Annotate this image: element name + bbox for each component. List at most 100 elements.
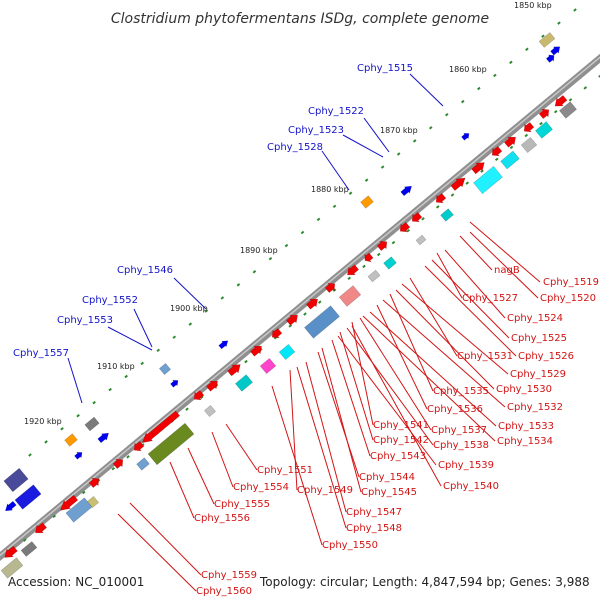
- gene-arrow[interactable]: [550, 44, 563, 57]
- feature-block[interactable]: [14, 484, 42, 510]
- gene-label[interactable]: Cphy_1538: [433, 440, 489, 451]
- gene-label[interactable]: Cphy_1559: [201, 570, 257, 581]
- gene-label[interactable]: Cphy_1532: [507, 402, 563, 413]
- gene-arrow[interactable]: [470, 159, 487, 176]
- gene-label[interactable]: Cphy_1553: [57, 315, 113, 326]
- gene-arrow[interactable]: [344, 263, 360, 278]
- gene-arrow[interactable]: [433, 192, 447, 206]
- gene-arrow[interactable]: [88, 475, 102, 489]
- gene-label[interactable]: Cphy_1531: [457, 351, 513, 362]
- gene-label[interactable]: Cphy_1544: [359, 472, 415, 483]
- gene-label[interactable]: Cphy_1543: [370, 451, 426, 462]
- gene-arrow[interactable]: [226, 361, 243, 378]
- gene-arrow[interactable]: [545, 52, 556, 63]
- gene-arrow[interactable]: [249, 342, 265, 357]
- gene-arrow[interactable]: [269, 327, 283, 341]
- gene-label[interactable]: Cphy_1535: [433, 386, 489, 397]
- gene-arrow[interactable]: [97, 430, 111, 444]
- gene-arrow[interactable]: [191, 389, 205, 403]
- gene-arrow[interactable]: [285, 311, 301, 326]
- gene-label[interactable]: Cphy_1545: [361, 487, 417, 498]
- gene-arrow[interactable]: [538, 106, 552, 120]
- gene-arrow[interactable]: [400, 183, 414, 197]
- gene-arrow[interactable]: [131, 440, 145, 454]
- feature-block[interactable]: [3, 467, 29, 493]
- gene-arrow[interactable]: [3, 500, 17, 514]
- gene-arrow[interactable]: [362, 252, 375, 265]
- gene-arrow[interactable]: [461, 131, 472, 141]
- feature-block[interactable]: [367, 269, 381, 283]
- feature-block[interactable]: [360, 195, 374, 209]
- gene-label[interactable]: Cphy_1555: [214, 499, 270, 510]
- feature-block[interactable]: [278, 343, 296, 361]
- gene-label[interactable]: Cphy_1537: [431, 425, 487, 436]
- gene-arrow[interactable]: [74, 450, 85, 460]
- gene-label[interactable]: Cphy_1515: [357, 63, 413, 74]
- feature-block[interactable]: [538, 32, 556, 48]
- gene-label[interactable]: Cphy_1522: [308, 106, 364, 117]
- gene-arrow[interactable]: [170, 378, 181, 388]
- feature-block[interactable]: [383, 256, 397, 270]
- feature-block[interactable]: [500, 150, 520, 170]
- feature-block[interactable]: [235, 374, 253, 392]
- gene-arrow[interactable]: [324, 280, 338, 294]
- feature-block[interactable]: [304, 305, 340, 339]
- gene-arrow[interactable]: [409, 211, 423, 225]
- gene-label[interactable]: Cphy_1556: [194, 513, 250, 524]
- gene-label[interactable]: Cphy_1552: [82, 295, 138, 306]
- gene-arrow[interactable]: [450, 174, 469, 192]
- gene-arrow[interactable]: [397, 221, 411, 235]
- feature-block[interactable]: [0, 557, 24, 579]
- gene-label[interactable]: Cphy_1557: [13, 348, 69, 359]
- gene-label[interactable]: Cphy_1551: [257, 465, 313, 476]
- feature-block[interactable]: [338, 285, 362, 307]
- gene-arrow[interactable]: [218, 338, 230, 350]
- feature-block[interactable]: [84, 416, 100, 432]
- gene-label[interactable]: Cphy_1540: [443, 481, 499, 492]
- gene-arrow[interactable]: [503, 133, 519, 148]
- gene-label[interactable]: Cphy_1536: [427, 404, 483, 415]
- gene-label[interactable]: Cphy_1533: [498, 421, 554, 432]
- gene-label[interactable]: Cphy_1523: [288, 125, 344, 136]
- gene-label[interactable]: Cphy_1524: [507, 313, 563, 324]
- gene-arrow[interactable]: [376, 238, 390, 252]
- gene-label[interactable]: Cphy_1539: [438, 460, 494, 471]
- gene-label[interactable]: Cphy_1548: [346, 523, 402, 534]
- gene-label[interactable]: Cphy_1528: [267, 142, 323, 153]
- feature-block[interactable]: [473, 165, 503, 195]
- gene-label[interactable]: Cphy_1542: [373, 435, 429, 446]
- gene-label[interactable]: Cphy_1549: [297, 485, 353, 496]
- gene-arrow[interactable]: [139, 409, 181, 446]
- gene-arrow[interactable]: [112, 456, 126, 470]
- gene-label[interactable]: Cphy_1527: [462, 293, 518, 304]
- gene-label[interactable]: Cphy_1546: [117, 265, 173, 276]
- feature-block[interactable]: [559, 101, 577, 119]
- gene-label[interactable]: nagB: [494, 265, 520, 276]
- gene-arrow[interactable]: [1, 545, 18, 562]
- feature-block[interactable]: [520, 136, 538, 154]
- feature-block[interactable]: [259, 357, 277, 375]
- gene-label[interactable]: Cphy_1530: [496, 384, 552, 395]
- feature-block[interactable]: [136, 457, 150, 471]
- gene-arrow[interactable]: [552, 94, 568, 110]
- gene-arrow[interactable]: [205, 377, 221, 392]
- gene-label[interactable]: Cphy_1529: [510, 369, 566, 380]
- feature-block[interactable]: [159, 363, 171, 375]
- feature-block[interactable]: [87, 496, 99, 508]
- gene-label[interactable]: Cphy_1541: [373, 420, 429, 431]
- feature-block[interactable]: [440, 208, 454, 222]
- gene-label[interactable]: Cphy_1526: [518, 351, 574, 362]
- gene-label[interactable]: Cphy_1534: [497, 436, 553, 447]
- gene-arrow[interactable]: [489, 145, 503, 159]
- gene-arrow[interactable]: [305, 295, 321, 310]
- feature-block[interactable]: [535, 121, 553, 139]
- gene-label[interactable]: Cphy_1520: [540, 293, 596, 304]
- gene-label[interactable]: Cphy_1550: [322, 540, 378, 551]
- feature-block[interactable]: [20, 541, 38, 557]
- gene-label[interactable]: Cphy_1554: [233, 482, 289, 493]
- gene-label[interactable]: Cphy_1519: [543, 277, 599, 288]
- gene-label[interactable]: Cphy_1547: [346, 507, 402, 518]
- gene-arrow[interactable]: [57, 494, 79, 514]
- gene-label[interactable]: Cphy_1560: [196, 586, 252, 597]
- gene-label[interactable]: Cphy_1525: [511, 333, 567, 344]
